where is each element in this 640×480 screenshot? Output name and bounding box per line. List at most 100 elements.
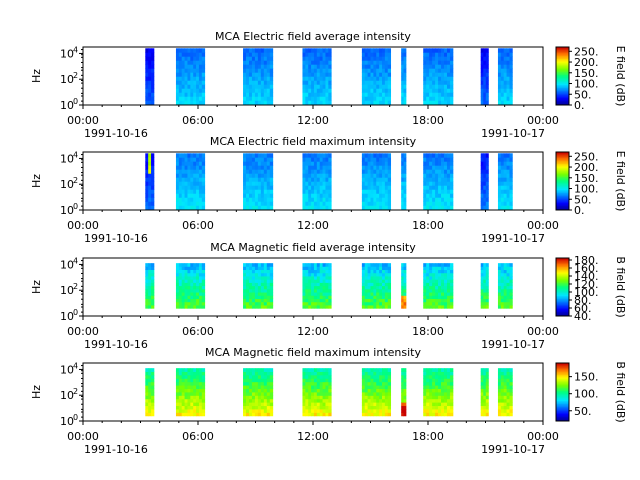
heatmap-cell — [483, 56, 487, 61]
heatmap-cell — [302, 197, 306, 202]
colorbar-segment — [556, 100, 569, 103]
heatmap-cell — [263, 161, 268, 166]
heatmap-cell — [181, 92, 185, 97]
colorbar-segment — [556, 399, 569, 402]
heatmap-cell — [509, 169, 513, 174]
heatmap-cell — [480, 48, 484, 53]
heatmap-cell — [483, 72, 487, 77]
heatmap-cell — [257, 92, 262, 97]
heatmap-cell — [308, 266, 312, 270]
colorbar-label: B field (dB) — [614, 256, 627, 317]
heatmap-cell — [328, 409, 332, 413]
y-tick-exponent: 4 — [73, 150, 78, 159]
heatmap-cell — [438, 378, 442, 383]
heatmap-cell — [441, 88, 445, 93]
heatmap-cell — [370, 197, 374, 202]
heatmap-cell — [328, 285, 332, 290]
heatmap-cell — [485, 295, 489, 299]
heatmap-cell — [384, 165, 389, 170]
heatmap-cell — [361, 395, 366, 400]
heatmap-cell — [373, 405, 377, 410]
heatmap-cell — [263, 266, 268, 270]
heatmap-cell — [145, 72, 149, 77]
heatmap-cell — [367, 285, 371, 290]
heatmap-cell — [266, 395, 271, 400]
heatmap-cell — [438, 405, 442, 410]
heatmap-cell — [429, 153, 433, 158]
heatmap-cell — [480, 412, 484, 417]
heatmap-cell — [376, 181, 380, 186]
heatmap-cell — [401, 269, 404, 274]
heatmap-cell — [308, 100, 312, 105]
heatmap-cell — [503, 282, 507, 287]
heatmap-cell — [322, 205, 326, 210]
heatmap-cell — [246, 285, 250, 290]
colorbar-segment — [556, 311, 569, 314]
heatmap-cell — [438, 301, 442, 306]
heatmap-cell — [190, 72, 194, 77]
heatmap-cell — [302, 84, 306, 89]
heatmap-cell — [429, 276, 433, 280]
heatmap-cell — [503, 368, 507, 372]
heatmap-cell — [266, 72, 271, 77]
heatmap-cell — [401, 388, 404, 393]
heatmap-cell — [201, 272, 206, 277]
heatmap-cell — [373, 76, 377, 81]
heatmap-cell — [311, 381, 315, 386]
colorbar-segment — [556, 295, 569, 298]
heatmap-cell — [311, 305, 315, 309]
heatmap-cell — [269, 189, 274, 194]
heatmap-cell — [322, 96, 326, 101]
colorbar-segment — [556, 195, 569, 198]
colorbar-segment — [556, 204, 569, 207]
colorbar-segment — [556, 288, 569, 291]
heatmap-cell — [263, 285, 268, 290]
heatmap-cell — [313, 173, 318, 178]
heatmap-cell — [201, 378, 206, 383]
heatmap-cell — [308, 276, 312, 280]
heatmap-cell — [401, 374, 404, 379]
heatmap-cell — [367, 181, 371, 186]
heatmap-cell — [193, 298, 197, 303]
heatmap-cell — [387, 263, 392, 267]
heatmap-cell — [483, 193, 487, 198]
heatmap-cell — [435, 374, 439, 379]
heatmap-cell — [435, 405, 439, 410]
heatmap-cell — [384, 189, 389, 194]
heatmap-cell — [148, 56, 152, 61]
x-end-date: 1991-10-17 — [481, 443, 545, 456]
heatmap-cell — [500, 189, 505, 194]
heatmap-cell — [251, 405, 256, 410]
heatmap-cell — [148, 368, 152, 372]
heatmap-cell — [325, 263, 329, 267]
heatmap-cell — [361, 205, 366, 210]
heatmap-cell — [319, 96, 323, 101]
heatmap-cell — [175, 60, 180, 65]
heatmap-cell — [178, 285, 183, 290]
heatmap-cell — [305, 80, 309, 85]
heatmap-cell — [257, 157, 262, 162]
y-tick-exponent: 2 — [73, 71, 78, 80]
heatmap-cell — [429, 177, 433, 182]
heatmap-cell — [181, 412, 185, 417]
heatmap-cell — [260, 80, 265, 85]
heatmap-cell — [196, 298, 200, 303]
heatmap-cell — [305, 298, 309, 303]
heatmap-cell — [266, 80, 271, 85]
heatmap-cell — [196, 68, 200, 73]
heatmap-cell — [382, 193, 386, 198]
heatmap — [145, 153, 513, 210]
heatmap-cell — [257, 395, 262, 400]
heatmap-cell — [319, 388, 323, 393]
heatmap-cell — [305, 181, 309, 186]
heatmap-cell — [403, 381, 407, 386]
heatmap-cell — [246, 288, 250, 293]
heatmap-cell — [441, 189, 445, 194]
heatmap-cell — [503, 288, 507, 293]
heatmap-cell — [325, 388, 329, 393]
heatmap-cell — [364, 378, 369, 383]
heatmap-cell — [509, 181, 513, 186]
heatmap-cell — [248, 52, 253, 57]
heatmap-cell — [328, 88, 332, 93]
heatmap-cell — [184, 169, 188, 174]
